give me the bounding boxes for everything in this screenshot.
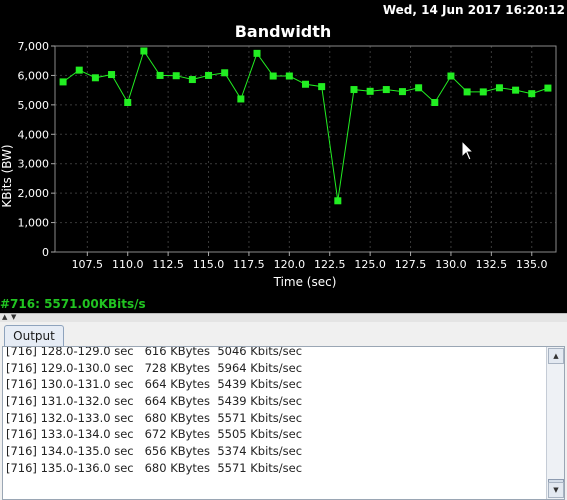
data-point (366, 87, 374, 95)
y-tick-label: 5,000 (18, 99, 50, 112)
scroll-up-icon[interactable]: ▲ (548, 348, 564, 364)
data-point (431, 99, 439, 107)
data-point (544, 84, 552, 92)
data-point (285, 72, 293, 80)
data-point (528, 90, 536, 98)
data-point (140, 47, 148, 55)
x-tick-label: 135.0 (516, 258, 548, 271)
log-line: [716] 129.0-130.0 sec 728 KBytes 5964 Kb… (6, 360, 303, 375)
y-axis-label: KBits (BW) (0, 144, 14, 207)
output-frame: [716] 128.0-129.0 sec 616 KBytes 5046 Kb… (2, 346, 565, 500)
output-log[interactable]: [716] 128.0-129.0 sec 616 KBytes 5046 Kb… (3, 347, 546, 499)
data-point (172, 72, 180, 80)
y-tick-label: 7,000 (18, 40, 50, 53)
y-tick-label: 2,000 (18, 187, 50, 200)
x-tick-label: 117.5 (233, 258, 265, 271)
data-point (463, 88, 471, 96)
data-point (318, 83, 326, 91)
x-tick-label: 130.0 (435, 258, 467, 271)
log-line: [716] 130.0-131.0 sec 664 KBytes 5439 Kb… (6, 377, 303, 392)
scroll-down-icon[interactable]: ▼ (548, 482, 564, 498)
log-line: [716] 135.0-136.0 sec 680 KBytes 5571 Kb… (6, 460, 303, 475)
log-line: [716] 134.0-135.0 sec 656 KBytes 5374 Kb… (6, 444, 303, 459)
data-point (302, 80, 309, 88)
output-pane: Output [716] 128.0-129.0 sec 616 KBytes … (0, 322, 567, 500)
data-point (59, 78, 67, 86)
bandwidth-chart: 107.5 110.0 112.5 115.0 117.5 120.0 122.5 125.0… (0, 22, 557, 289)
x-tick-label: 112.5 (152, 258, 184, 271)
x-axis-label: Time (sec) (273, 275, 337, 289)
log-line: [716] 128.0-129.0 sec 616 KBytes 5046 Kb… (6, 347, 303, 358)
x-tick-label: 127.5 (395, 258, 427, 271)
y-tick-label: 4,000 (18, 128, 50, 141)
x-tick-label: 115.0 (193, 258, 225, 271)
data-point (188, 76, 196, 84)
x-tick-label: 120.0 (274, 258, 306, 271)
x-tick-label: 132.5 (476, 258, 508, 271)
y-tick-label: 0 (42, 246, 49, 259)
data-point (415, 84, 423, 92)
data-point (75, 66, 83, 74)
x-tick-label: 110.0 (112, 258, 144, 271)
x-tick-label: 125.0 (354, 258, 386, 271)
status-line: #716: 5571.00KBits/s (0, 297, 146, 311)
data-point (124, 99, 132, 107)
bandwidth-series-line (62, 49, 549, 201)
data-point (350, 86, 358, 94)
data-point (156, 71, 164, 79)
x-tick-label: 107.5 (72, 258, 104, 271)
tab-output[interactable]: Output (4, 325, 64, 346)
data-point (479, 88, 487, 96)
y-tick-label: 1,000 (18, 217, 50, 230)
data-point (382, 86, 390, 94)
y-tick-label: 6,000 (18, 69, 50, 82)
y-tick-label: 3,000 (18, 158, 50, 171)
data-point (447, 72, 455, 80)
data-point (108, 71, 116, 79)
data-point (269, 72, 277, 80)
data-point (205, 71, 213, 79)
chart-title: Bandwidth (235, 22, 332, 41)
data-point (253, 49, 261, 57)
collapse-up-icon[interactable]: ▲ (2, 313, 8, 321)
data-point (398, 88, 406, 96)
log-line: [716] 132.0-133.0 sec 680 KBytes 5571 Kb… (6, 410, 303, 425)
log-line: [716] 131.0-132.0 sec 664 KBytes 5439 Kb… (6, 394, 303, 409)
vertical-scrollbar[interactable]: ▲ ▼ (546, 347, 564, 499)
plot-area-border (54, 45, 557, 253)
data-point (91, 74, 99, 82)
data-point (512, 86, 520, 94)
data-point (334, 197, 342, 205)
graph-pane: 107.5 110.0 112.5 115.0 117.5 120.0 122.5 125.0… (0, 0, 567, 313)
data-point (221, 69, 229, 77)
x-tick-label: 122.5 (314, 258, 346, 271)
mouse-pointer-icon (461, 140, 475, 161)
data-point (495, 84, 503, 92)
collapse-down-icon[interactable]: ▼ (11, 313, 17, 321)
log-line: [716] 133.0-134.0 sec 672 KBytes 5505 Kb… (6, 427, 303, 442)
data-point (237, 95, 245, 103)
timestamp: Wed, 14 Jun 2017 16:20:12 (382, 3, 565, 17)
